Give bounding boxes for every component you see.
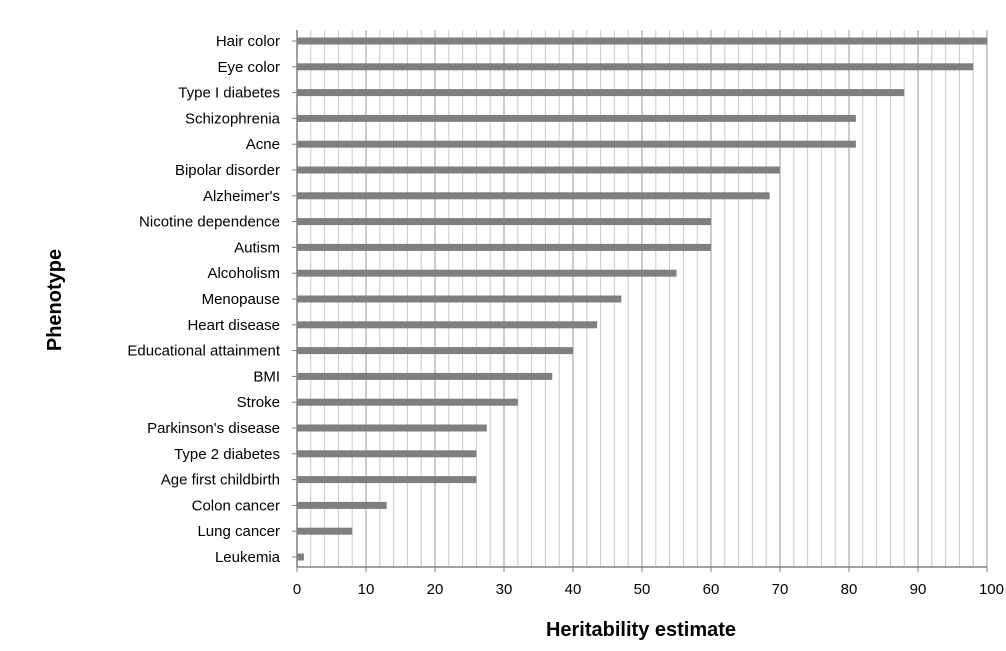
category-label: Autism: [234, 239, 280, 256]
bar: [297, 501, 387, 509]
category-label: Alzheimer's: [203, 188, 280, 205]
x-tick-label: 100: [979, 581, 1004, 598]
category-label: Educational attainment: [127, 343, 280, 360]
category-label: Lung cancer: [197, 523, 280, 540]
bar: [297, 243, 711, 251]
bar: [297, 295, 622, 303]
category-label: Menopause: [202, 291, 280, 308]
x-tick-label: 0: [293, 581, 301, 598]
bar: [297, 372, 553, 380]
bars: [297, 37, 987, 561]
x-tick-label: 40: [565, 581, 582, 598]
bar: [297, 269, 677, 277]
category-label: Leukemia: [215, 549, 281, 566]
bar: [297, 553, 304, 561]
category-label: Alcoholism: [207, 265, 280, 282]
bar: [297, 424, 487, 432]
category-labels: Hair color Eye color Type I diabetes Schizo…: [127, 33, 280, 566]
bar: [297, 218, 711, 226]
bar: [297, 140, 856, 148]
bar: [297, 347, 573, 355]
x-tick-label: 20: [427, 581, 444, 598]
category-label: Type I diabetes: [178, 85, 280, 102]
category-label: Type 2 diabetes: [174, 446, 280, 463]
category-label: Colon cancer: [192, 497, 280, 514]
category-label: Bipolar disorder: [175, 162, 280, 179]
bar: [297, 192, 770, 200]
x-tick-label: 60: [703, 581, 720, 598]
x-tick-labels: 0 10 20 30 40 50 60 70 80 90 100: [293, 581, 1004, 598]
axes: [292, 30, 988, 572]
x-tick-label: 80: [841, 581, 858, 598]
category-label: Stroke: [237, 394, 280, 411]
x-tick-label: 90: [910, 581, 927, 598]
category-label: Hair color: [216, 33, 280, 50]
category-label: Parkinson's disease: [147, 420, 280, 437]
bar: [297, 476, 477, 484]
bar: [297, 63, 974, 71]
category-label: Nicotine dependence: [139, 214, 280, 231]
y-axis-title: Phenotype: [44, 249, 66, 351]
bar: [297, 114, 856, 122]
x-tick-label: 10: [358, 581, 375, 598]
category-label: Acne: [246, 136, 280, 153]
bar: [297, 450, 477, 458]
category-label: Heart disease: [187, 317, 280, 334]
category-label: Schizophrenia: [185, 110, 281, 127]
x-tick-label: 30: [496, 581, 513, 598]
category-label: BMI: [253, 368, 280, 385]
bar: [297, 37, 987, 45]
x-tick-label: 70: [772, 581, 789, 598]
x-axis-title: Heritability estimate: [546, 619, 736, 641]
category-label: Eye color: [217, 59, 280, 76]
bar: [297, 89, 905, 97]
bar: [297, 166, 780, 174]
x-tick-label: 50: [634, 581, 651, 598]
bar: [297, 398, 518, 406]
category-label: Age first childbirth: [161, 472, 280, 489]
bar: [297, 527, 353, 535]
bar: [297, 321, 598, 329]
